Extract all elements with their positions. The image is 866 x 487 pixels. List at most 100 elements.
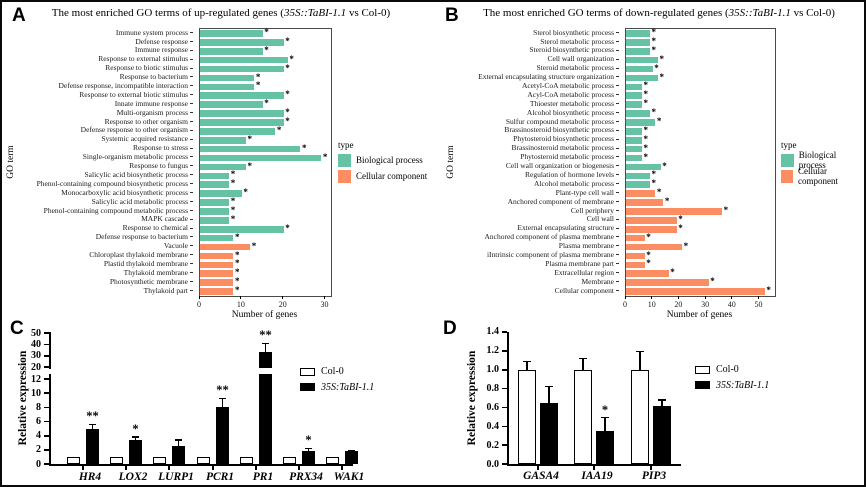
error-bar: [639, 351, 641, 370]
y-axis-tick: [502, 444, 507, 446]
y-axis-tick: [616, 31, 619, 33]
error-bar: [526, 361, 528, 370]
go-term-label: Cell wall: [586, 214, 614, 224]
go-term-row: Defense response: [5, 37, 193, 46]
go-term-row: Immune system process: [5, 28, 193, 37]
go-bar: [200, 154, 322, 162]
go-bar: [200, 225, 284, 233]
y-axis-tick: [616, 280, 619, 282]
panel-a-title: The most enriched GO terms of up-regulat…: [16, 7, 426, 19]
y-axis-tick: [190, 94, 193, 96]
significance-star: *: [243, 187, 248, 198]
panel-b-chart-term-labels: Sterol biosynthetic process Sterol metabo…: [434, 28, 619, 295]
x-axis-tick: [125, 465, 127, 470]
go-bar: [626, 252, 645, 260]
go-term-label: Plastid thylakoid membrane: [103, 258, 188, 268]
x-axis-tick-label: 10: [647, 300, 656, 309]
legend-swatch-biological-process-icon: [338, 153, 351, 167]
go-term-row: Salicylic acid biosynthetic process: [5, 170, 193, 179]
significance-star: *: [264, 44, 269, 55]
go-bar: [626, 163, 661, 171]
significance-star: *: [643, 89, 649, 100]
go-term-label: Thylakoid membrane: [123, 267, 188, 277]
significance-star: *: [646, 258, 651, 269]
panel-a-x-axis-title: Number of genes: [231, 310, 298, 320]
y-axis-tick-label: 6: [36, 416, 41, 428]
go-term-row: Single-organism metabolic process: [5, 152, 193, 161]
y-axis-tick-label: 4: [36, 430, 41, 442]
error-bar-cap: [89, 423, 96, 425]
y-axis-tick-label: 0.0: [486, 458, 500, 470]
y-axis-tick: [44, 392, 49, 395]
y-axis-line: [49, 332, 51, 369]
significance-star: *: [651, 27, 657, 37]
go-term-label: External encapsulating structure: [517, 223, 614, 233]
x-axis-tick: [198, 296, 200, 299]
go-bar: [200, 145, 301, 153]
go-term-row: Response to biotic stimulus: [5, 64, 193, 73]
error-bar-cap: [262, 342, 269, 344]
significance-star: *: [664, 196, 670, 207]
y-axis-tick: [616, 245, 619, 247]
go-term-label: Anchored component of plasma membrane: [484, 232, 614, 242]
x-axis-line: [507, 464, 681, 466]
significance-star: **: [216, 383, 229, 398]
y-axis-tick: [190, 254, 193, 256]
go-term-label: Cell wall organization: [547, 54, 614, 64]
error-bar-cap: [523, 360, 531, 362]
go-bar: [626, 128, 643, 135]
panel-b-x-axis-title: Number of genes: [666, 310, 733, 320]
significance-star: *: [132, 422, 139, 437]
y-axis-tick: [190, 209, 193, 211]
go-bar: [200, 110, 284, 117]
y-axis-tick-label: 0.6: [486, 401, 500, 413]
go-bar: [626, 74, 659, 82]
go-term-row: Plant-type cell wall: [434, 188, 619, 197]
error-bar-cap: [175, 439, 182, 441]
bar-col0: [240, 456, 253, 464]
legend-item-cellular-component: Cellular component: [781, 166, 864, 186]
y-axis-tick: [616, 40, 619, 42]
go-term-row: Phytosteroid biosynthetic process: [434, 135, 619, 144]
significance-star: *: [264, 27, 269, 37]
y-axis-tick: [190, 236, 193, 238]
significance-star: *: [643, 133, 649, 144]
y-axis-tick: [190, 103, 193, 105]
go-bar: [200, 181, 230, 189]
go-bar: [626, 208, 723, 215]
y-axis-tick: [190, 174, 193, 176]
go-term-row: Steroid biosynthetic process: [434, 46, 619, 55]
y-axis-tick: [190, 31, 193, 33]
x-axis-tick: [212, 465, 214, 470]
x-axis-tick-label: 0: [197, 300, 201, 309]
bar-col0: [153, 456, 166, 464]
go-term-row: Plasma membrane part: [434, 259, 619, 268]
legend-item-col0: Col-0: [300, 364, 374, 380]
bar-transgenic: [259, 352, 272, 369]
y-axis-tick: [190, 218, 193, 220]
y-axis-tick: [190, 67, 193, 69]
y-axis-tick: [616, 111, 619, 113]
go-bar: [626, 243, 683, 251]
y-axis-tick: [190, 280, 193, 282]
significance-star: *: [322, 151, 328, 162]
significance-star: **: [86, 409, 99, 424]
gene-label: WAK1: [333, 471, 365, 483]
go-term-row: Plastid thylakoid membrane: [5, 259, 193, 268]
go-term-row: MAPK cascade: [5, 215, 193, 224]
significance-star: *: [276, 124, 282, 135]
x-axis-tick: [758, 296, 759, 299]
go-term-row: Salicylic acid metabolic process: [5, 197, 193, 206]
y-axis-tick: [190, 120, 193, 122]
go-term-label: Brassinosteroid metabolic process: [511, 143, 614, 153]
go-term-row: Vacuole: [5, 241, 193, 250]
y-axis-tick: [190, 76, 193, 78]
significance-star: *: [651, 169, 657, 180]
go-term-row: Cell wall: [434, 215, 619, 224]
go-term-row: Cell wall organization: [434, 55, 619, 64]
y-axis-tick: [190, 111, 193, 113]
significance-star: *: [289, 53, 294, 64]
significance-star: *: [651, 44, 657, 55]
bar-transgenic: [86, 428, 99, 464]
y-axis-tick: [616, 254, 619, 256]
